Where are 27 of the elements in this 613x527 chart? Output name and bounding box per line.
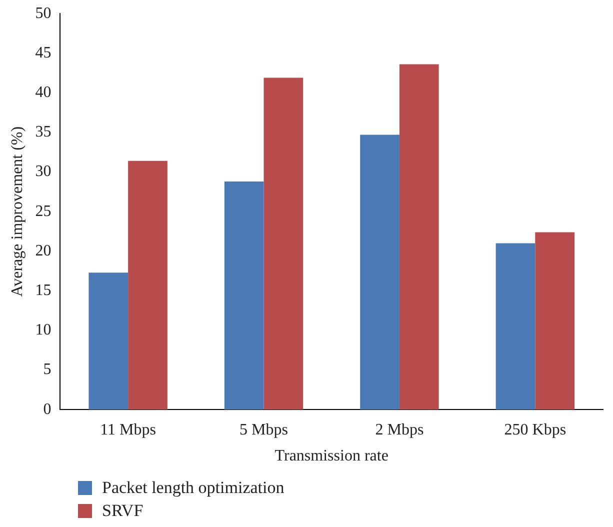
y-tick-label: 40 [35, 84, 52, 102]
bar [264, 78, 304, 410]
y-tick-label: 20 [35, 242, 52, 260]
y-tick-label: 5 [43, 361, 52, 378]
y-tick-label: 0 [43, 400, 52, 418]
y-tick-label: 50 [35, 4, 52, 22]
y-tick-label: 25 [35, 202, 52, 220]
x-tick-label: 5 Mbps [240, 421, 288, 438]
bar [496, 243, 536, 410]
x-axis-title: Transmission rate [274, 448, 388, 465]
y-tick-label: 35 [35, 124, 52, 141]
bar [224, 182, 264, 410]
legend-label: Packet length optimization [102, 478, 284, 498]
x-tick-label: 2 Mbps [375, 421, 424, 438]
y-tick-label: 15 [35, 282, 52, 300]
y-tick-label: 30 [35, 163, 52, 180]
bar [399, 64, 439, 410]
y-tick-label: 10 [35, 322, 52, 339]
bar [360, 134, 400, 410]
legend-label: SRVF [102, 500, 144, 520]
bar [88, 272, 128, 410]
bar [535, 232, 575, 410]
y-axis-title: Average improvement (%) [8, 126, 26, 297]
bar [128, 160, 168, 410]
x-tick-label: 250 Kbps [504, 421, 566, 438]
y-tick-label: 45 [35, 44, 52, 62]
x-tick-label: 11 Mbps [100, 421, 156, 438]
